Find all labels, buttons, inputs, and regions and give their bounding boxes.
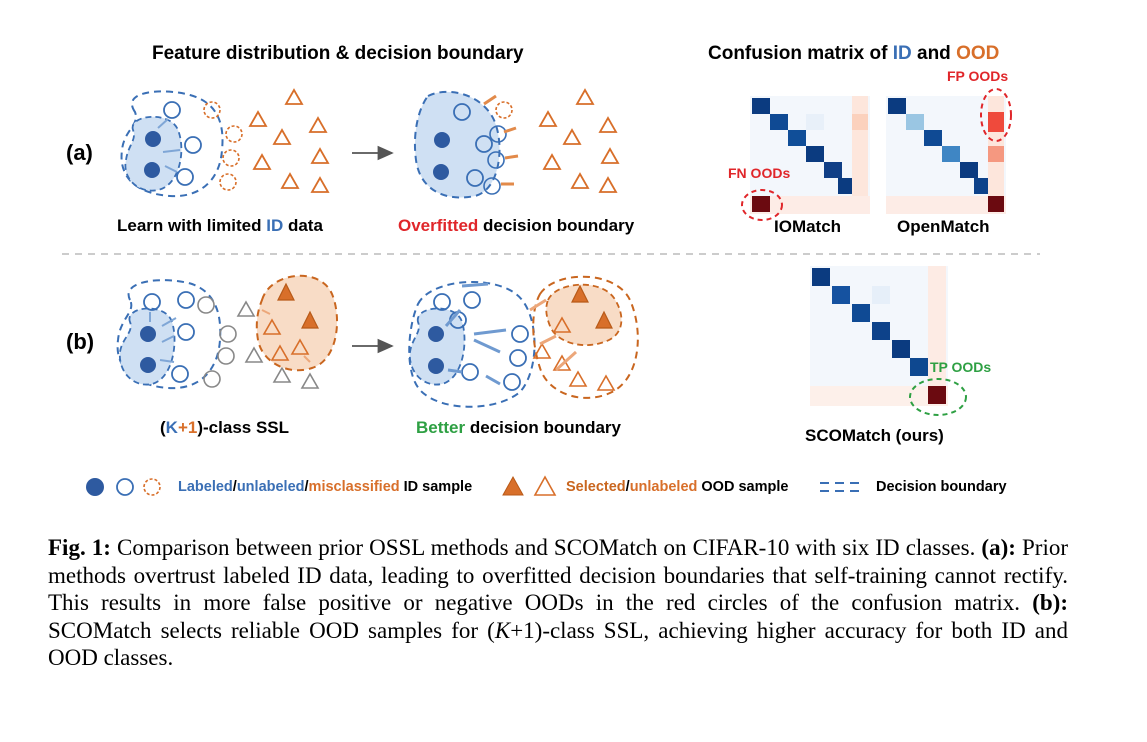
caption-fig: Fig. 1: (48, 535, 111, 560)
legend-selected: Selected (566, 479, 626, 495)
legend-unlabeled-id: unlabeled (236, 479, 305, 495)
panel-a-right (413, 88, 620, 199)
caption-a: (a): (981, 535, 1016, 560)
left-panel-title: Feature distribution & decision boundary (152, 43, 524, 64)
row-b-right-post: decision boundary (465, 418, 621, 437)
row-a-tag: (a) (66, 140, 93, 165)
right-title-ood: OOD (956, 43, 1000, 64)
caption-t2: Prior methods overtrust labeled ID data,… (48, 535, 1069, 616)
legend-slash-1: / (232, 479, 237, 495)
cm-scomatch (810, 266, 948, 406)
legend-slash-3: / (625, 479, 630, 495)
right-title-prefix: Confusion matrix of (708, 43, 893, 64)
legend-ood-text: Selected/unlabeled OOD sample (566, 479, 788, 495)
fp-oods-ring (980, 88, 1012, 142)
row-a-left-label: Learn with limited ID data (117, 216, 323, 236)
row-b-tag: (b) (66, 329, 95, 354)
legend-ood-post: OOD sample (697, 479, 789, 495)
row-b-right-hl: Better (416, 418, 466, 437)
row-b-right-label: Better decision boundary (416, 418, 621, 438)
legend-id-text: Labeled/unlabeled/misclassified ID sampl… (178, 479, 472, 495)
caption-t4: +1)-class SSL, achieving higher accuracy… (48, 617, 1069, 671)
cm-scomatch-label: SCOMatch (ours) (805, 426, 944, 445)
right-panel-title: Confusion matrix of ID and OOD (708, 43, 999, 65)
caption-k: K (494, 617, 511, 643)
legend-boundary-text: Decision boundary (876, 479, 1007, 495)
caption-t3: SCOMatch selects reliable OOD samples fo… (48, 617, 495, 643)
row-a-right-post: decision boundary (478, 216, 635, 235)
row-b-left-plus: + (177, 418, 188, 437)
row-b-left-label: (K+1)-class SSL (160, 418, 289, 438)
fn-oods-ring (741, 189, 783, 221)
caption-b: (b): (1032, 590, 1068, 616)
right-title-mid: and (911, 43, 957, 64)
fp-oods-label: FP OODs (947, 68, 1009, 84)
tp-oods-ring (909, 378, 967, 416)
panel-a-left (120, 88, 330, 198)
legend-id-post: ID sample (399, 479, 473, 495)
row-b-left-open: ( (160, 418, 166, 437)
legend-slash-2: / (304, 479, 309, 495)
figure-caption: Fig. 1: Comparison between prior OSSL me… (48, 534, 1068, 672)
fn-oods-label: FN OODs (728, 165, 791, 181)
row-b-left-one: 1 (187, 418, 198, 437)
cm-openmatch-label: OpenMatch (897, 217, 990, 236)
row-a-left-post: data (283, 216, 323, 235)
panel-b-left (116, 274, 339, 390)
row-a-right-hl: Overfitted (398, 216, 479, 235)
legend-misclassified: misclassified (308, 479, 400, 495)
cm-openmatch (886, 96, 1006, 214)
legend-glyphs (86, 475, 865, 496)
right-title-id: ID (892, 43, 912, 64)
row-b-left-k: K (165, 418, 178, 437)
cm-iomatch (750, 96, 870, 214)
legend-unlabeled-ood: unlabeled (629, 479, 698, 495)
legend-labeled: Labeled (178, 479, 233, 495)
row-a-left-id: ID (266, 216, 284, 235)
row-b-left-post: )-class SSL (197, 418, 290, 437)
row-a-right-label: Overfitted decision boundary (398, 216, 634, 236)
caption-t1: Comparison between prior OSSL methods an… (110, 535, 982, 560)
tp-oods-label: TP OODs (930, 359, 992, 375)
panel-b-right (408, 275, 639, 408)
cm-iomatch-label: IOMatch (774, 217, 842, 236)
row-a-left-pre: Learn with limited (117, 216, 267, 235)
